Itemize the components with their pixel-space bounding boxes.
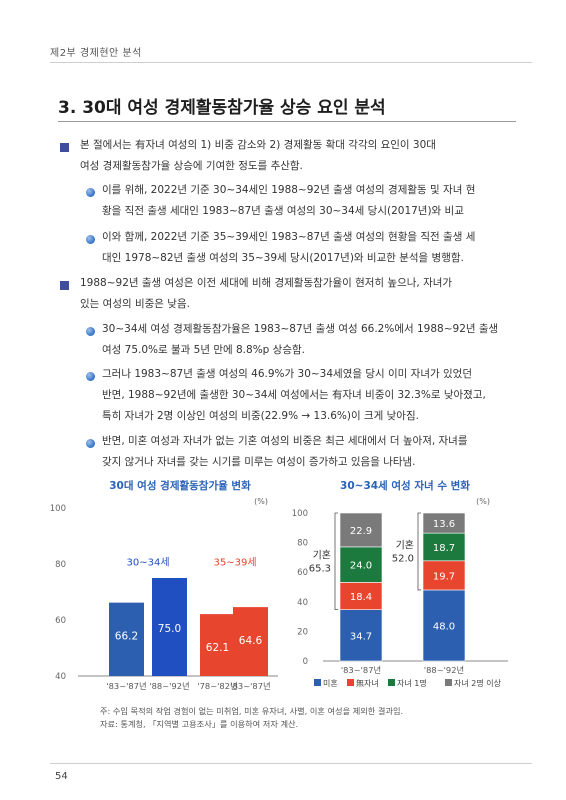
paragraph-2b-line-3: 특히 자녀가 2명 이상인 여성의 비중(22.9% → 13.6%)이 크게 … — [102, 410, 419, 422]
circle-bullet-icon — [86, 188, 95, 197]
paragraph-2a-line-2: 여성 75.0%로 불과 5년 만에 8.8%p 상승함. — [102, 344, 306, 356]
x-tick-label: '83~'87년 — [106, 681, 146, 691]
paragraph-1a-line-1: 이를 위해, 2022년 기준 30~34세인 1988~92년 출생 여성의 … — [102, 184, 476, 196]
circle-bullet-icon — [86, 372, 95, 381]
stacked-bar-segment — [339, 609, 383, 662]
y-tick-label: 40 — [297, 598, 308, 608]
stacked-bar-segment — [339, 546, 383, 583]
stacked-bar-segment — [422, 512, 466, 534]
chart-note: 주: 수입 목적의 작업 경험이 없는 미취업, 미혼 유자녀, 사별, 이혼 … — [100, 706, 404, 716]
legend-swatch — [347, 679, 354, 686]
footer-divider — [50, 763, 532, 764]
unit-label: (%) — [476, 497, 490, 506]
circle-bullet-icon — [86, 235, 95, 244]
x-tick-label: '88~'92년 — [149, 681, 189, 691]
stacked-bar-segment — [339, 582, 383, 610]
legend-label: 자녀 1명 — [397, 678, 427, 688]
paragraph-2b-line-1: 그러나 1983~87년 출생 여성의 46.9%가 30~34세였을 당시 이… — [102, 368, 472, 380]
y-tick-label: 40 — [55, 672, 66, 682]
paragraph-2b-line-2: 반면, 1988~92년에 출생한 30~34세 여성에서는 有자녀 비중이 3… — [102, 389, 486, 401]
bar — [233, 607, 268, 676]
section-title: 3. 30대 여성 경제활동참가율 상승 요인 분석 — [58, 98, 386, 118]
stacked-bar-segment — [422, 560, 466, 591]
segment-value-label: 13.6 — [433, 519, 455, 530]
y-tick-label: 100 — [50, 504, 66, 514]
y-tick-label: 60 — [297, 568, 308, 578]
paragraph-1a-line-2: 황을 직전 출생 세대인 1983~87년 출생 여성의 30~34세 당시(2… — [102, 205, 464, 217]
segment-value-label: 18.7 — [433, 543, 455, 554]
legend-label: 無자녀 — [356, 678, 379, 688]
y-tick-label: 60 — [55, 616, 66, 626]
married-bracket — [334, 512, 338, 611]
stacked-bar-segment — [339, 512, 383, 548]
header-divider — [50, 62, 532, 63]
group-label: 35~39세 — [213, 556, 256, 568]
participation-rate-chart: 40 60 80 100 (%) 66.2 '83~'87년 75.0 '88~'92년 62.1… — [50, 497, 278, 691]
right-chart-title: 30~34세 여성 자녀 수 변화 — [340, 480, 470, 492]
y-tick-label: 80 — [55, 560, 66, 570]
segment-value-label: 34.7 — [350, 631, 372, 642]
legend-swatch — [314, 679, 321, 686]
y-tick-label: 100 — [292, 509, 308, 519]
paragraph-1b-line-2: 대인 1978~82년 출생 여성의 35~39세 당시(2017년)와 비교한… — [102, 252, 464, 264]
legend-label: 자녀 2명 이상 — [454, 678, 502, 688]
paragraph-2c-line-1: 반면, 미혼 여성과 자녀가 없는 기혼 여성의 비중은 최근 세대에서 더 높… — [102, 435, 468, 447]
x-tick-label: '83~'87년 — [230, 681, 270, 691]
y-tick-label: 0 — [303, 657, 308, 667]
paragraph-1-line-1: 본 절에서는 有자녀 여성의 1) 비중 감소와 2) 경제활동 확대 각각의 … — [80, 139, 436, 151]
legend-label: 미혼 — [323, 678, 338, 688]
paragraph-2-line-2: 있는 여성의 비중은 낮음. — [80, 298, 190, 310]
bar — [109, 602, 144, 676]
page-number: 54 — [55, 771, 68, 782]
x-tick-label: '78~'82년 — [197, 681, 237, 691]
married-annotation-value: 65.3 — [309, 563, 331, 574]
segment-value-label: 48.0 — [433, 621, 455, 632]
circle-bullet-icon — [86, 439, 95, 448]
square-bullet-icon — [60, 281, 69, 290]
segment-value-label: 22.9 — [350, 526, 372, 537]
legend-swatch — [388, 679, 395, 686]
left-chart-title: 30대 여성 경제활동참가율 변화 — [109, 480, 251, 492]
paragraph-2-line-1: 1988~92년 출생 여성은 이전 세대에 비해 경제활동참가율이 현저히 높… — [80, 277, 453, 289]
married-annotation-label: 기혼 — [396, 538, 414, 551]
circle-bullet-icon — [86, 327, 95, 336]
paragraph-2c-line-2: 갖지 않거나 자녀를 갖는 시기를 미루는 여성이 증가하고 있음을 나타냄. — [102, 456, 416, 468]
legend-swatch — [445, 679, 452, 686]
paragraph-2a-line-1: 30~34세 여성 경제활동참가율은 1983~87년 출생 여성 66.2%에… — [102, 323, 499, 335]
square-bullet-icon — [60, 143, 69, 152]
bar — [152, 578, 187, 676]
segment-value-label: 19.7 — [433, 571, 455, 582]
y-tick-label: 80 — [297, 539, 308, 549]
married-bracket — [417, 512, 421, 591]
bar-value-label: 66.2 — [115, 631, 138, 643]
segment-value-label: 24.0 — [350, 561, 372, 572]
segment-value-label: 18.4 — [350, 592, 372, 603]
chart-source: 자료: 통계청, 「지역별 고용조사」를 이용하여 저자 계산. — [100, 719, 299, 729]
bar-value-label: 75.0 — [158, 623, 181, 635]
children-count-chart: 0 20 40 60 80 100 (%) 34.7 18.4 24.0 22.9 '83~'87년 기… — [292, 497, 508, 688]
married-annotation-value: 52.0 — [392, 553, 414, 564]
paragraph-1-line-2: 여성 경제활동참가율 상승에 기여한 정도를 추산함. — [80, 160, 303, 172]
title-divider — [58, 121, 516, 122]
x-tick-label: '83~'87년 — [341, 665, 381, 675]
x-tick-label: '88~'92년 — [424, 665, 464, 675]
bar — [200, 614, 235, 676]
bar-value-label: 62.1 — [206, 642, 229, 654]
unit-label: (%) — [254, 497, 268, 506]
bar-value-label: 64.6 — [239, 635, 263, 647]
stacked-bar-segment — [422, 532, 466, 562]
y-tick-label: 20 — [297, 627, 308, 637]
group-label: 30~34세 — [126, 556, 169, 568]
married-annotation-label: 기혼 — [313, 548, 331, 561]
paragraph-1b-line-1: 이와 함께, 2022년 기준 35~39세인 1983~87년 출생 여성의 … — [102, 231, 476, 243]
running-header: 제2부 경제현안 분석 — [50, 48, 142, 59]
